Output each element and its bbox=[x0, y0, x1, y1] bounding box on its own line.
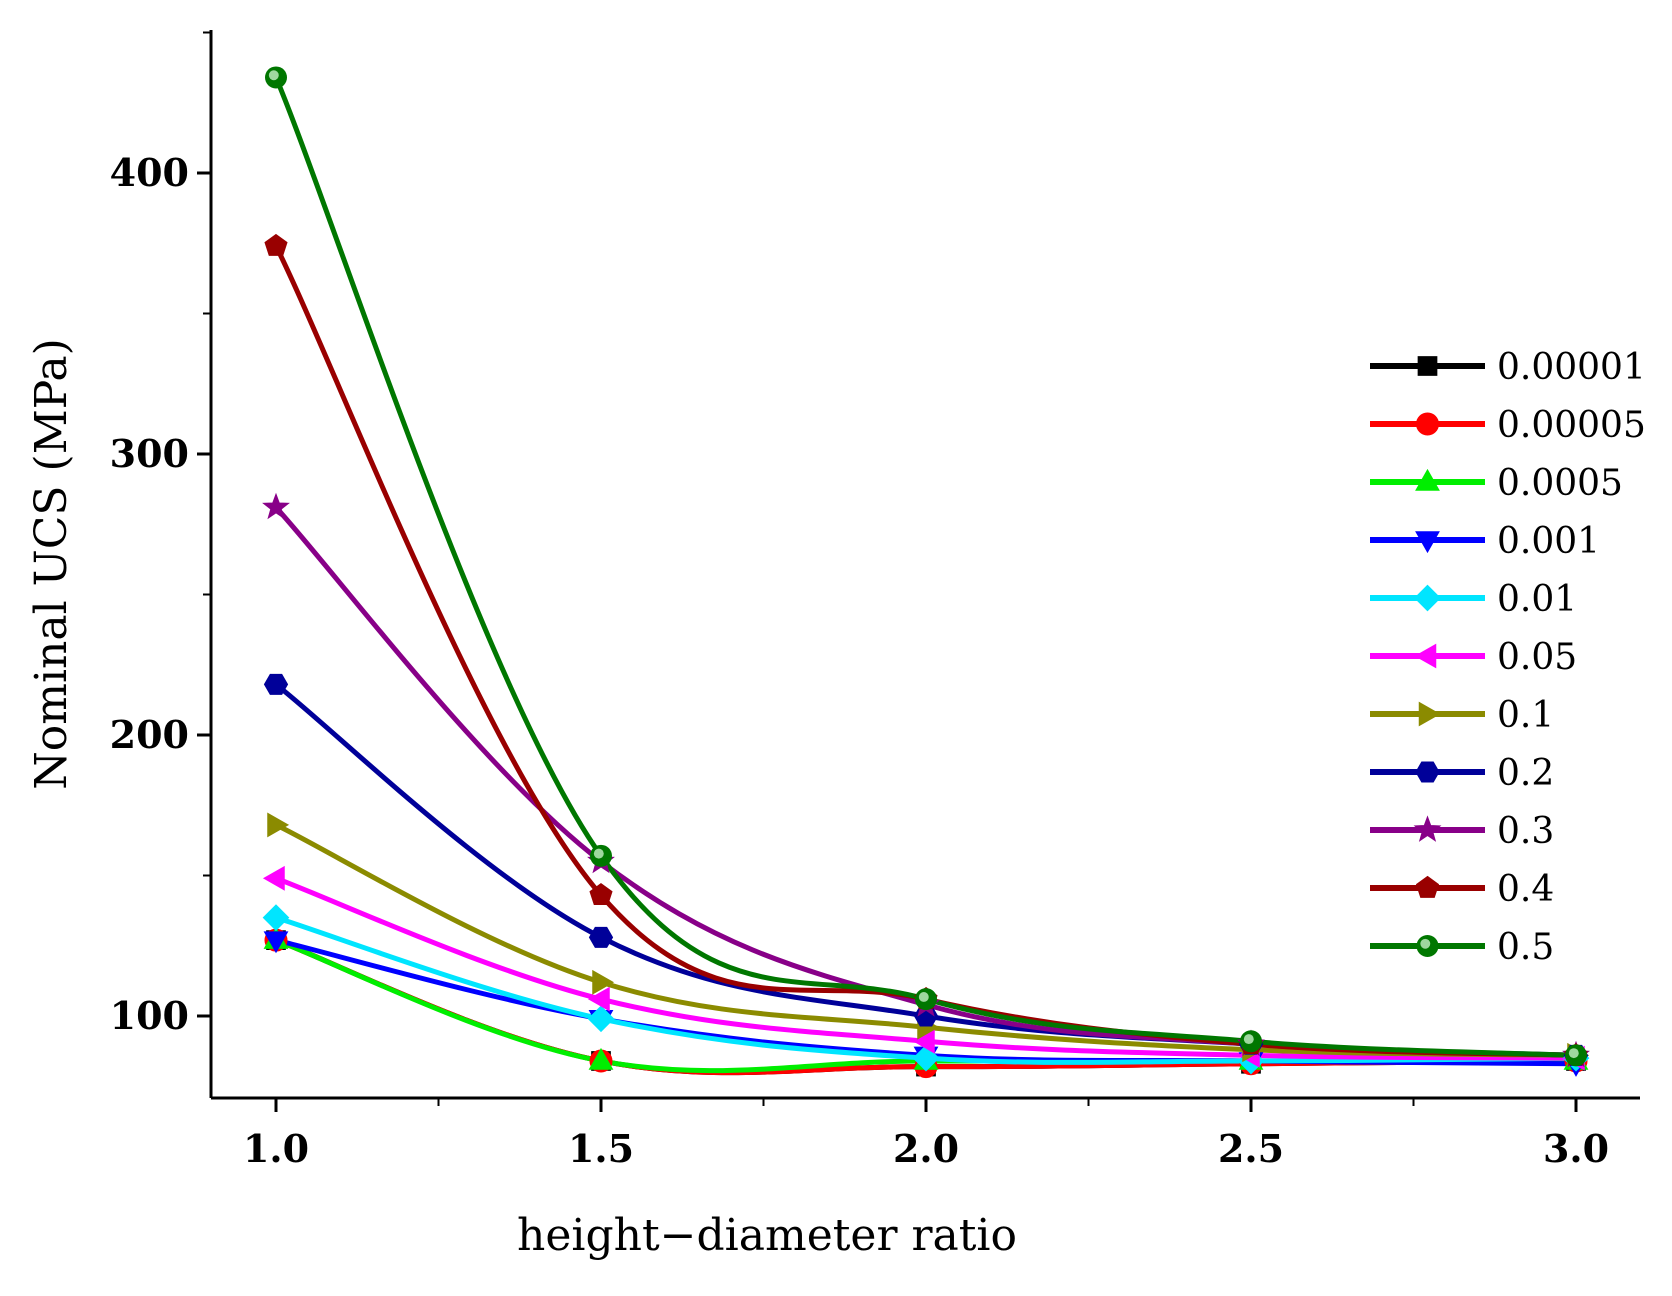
x-axis-title: height−diameter ratio bbox=[517, 1210, 1017, 1261]
legend-label: 0.5 bbox=[1497, 927, 1554, 968]
data-point bbox=[262, 904, 290, 932]
legend-item: 0.001 bbox=[1370, 521, 1600, 562]
legend-item: 0.4 bbox=[1370, 869, 1554, 910]
legend-item: 0.05 bbox=[1370, 637, 1577, 678]
x-tick-label: 2.5 bbox=[1218, 1126, 1284, 1171]
data-point bbox=[915, 988, 937, 1011]
data-point bbox=[264, 233, 288, 256]
legend-label: 0.00005 bbox=[1497, 405, 1646, 446]
data-point bbox=[912, 1044, 940, 1072]
legend-label: 0.00001 bbox=[1497, 347, 1646, 388]
data-point bbox=[263, 931, 289, 954]
legend-label: 0.001 bbox=[1497, 521, 1600, 562]
legend-marker bbox=[1414, 643, 1437, 669]
legend-label: 0.4 bbox=[1497, 869, 1554, 910]
legend-marker bbox=[1417, 356, 1438, 376]
series-markers bbox=[262, 66, 1590, 1079]
data-point bbox=[263, 673, 289, 695]
legend-item: 0.1 bbox=[1370, 695, 1554, 736]
legend-label: 0.3 bbox=[1497, 811, 1554, 852]
x-tick-label: 1.0 bbox=[243, 1126, 309, 1171]
legend-marker bbox=[1418, 701, 1441, 727]
y-axis-title: Nominal UCS (MPa) bbox=[26, 338, 77, 790]
series-line-0.5 bbox=[273, 76, 1577, 1058]
data-point bbox=[1565, 1044, 1587, 1067]
legend: 0.00001 0.00005 0.0005 0.001 0.01 0.05 0.1 0.2 0… bbox=[1370, 347, 1646, 968]
y-tick-label: 400 bbox=[110, 150, 189, 195]
x-tick-label: 3.0 bbox=[1543, 1126, 1609, 1171]
legend-item: 0.00001 bbox=[1370, 347, 1646, 388]
y-tick-label: 300 bbox=[110, 431, 189, 476]
series-lines bbox=[273, 76, 1577, 1076]
legend-marker bbox=[1413, 815, 1442, 842]
data-point bbox=[267, 812, 290, 838]
legend-label: 0.2 bbox=[1497, 753, 1554, 794]
legend-item: 0.2 bbox=[1370, 753, 1554, 794]
data-point bbox=[262, 492, 290, 520]
x-tick-label: 2.0 bbox=[893, 1126, 959, 1171]
data-point bbox=[265, 66, 287, 89]
data-point bbox=[590, 844, 612, 867]
legend-marker bbox=[1416, 935, 1439, 957]
x-ticks: 1.0 1.5 2.0 2.5 3.0 bbox=[243, 1098, 1609, 1171]
legend-marker bbox=[1415, 468, 1440, 491]
y-ticks: 100 200 300 400 bbox=[110, 31, 211, 1038]
legend-marker bbox=[1415, 875, 1440, 898]
legend-item: 0.5 bbox=[1370, 927, 1554, 968]
data-point bbox=[588, 1047, 614, 1070]
data-point bbox=[587, 1005, 615, 1033]
legend-label: 0.01 bbox=[1497, 579, 1577, 620]
y-tick-label: 100 bbox=[110, 993, 189, 1038]
legend-item: 0.00005 bbox=[1370, 405, 1646, 446]
legend-item: 0.0005 bbox=[1370, 463, 1623, 504]
legend-item: 0.3 bbox=[1370, 811, 1554, 852]
data-point bbox=[1240, 1030, 1262, 1053]
data-point bbox=[592, 969, 615, 995]
legend-label: 0.1 bbox=[1497, 695, 1554, 736]
data-point bbox=[587, 986, 610, 1012]
data-point bbox=[589, 883, 613, 906]
data-point bbox=[588, 926, 614, 948]
data-point bbox=[262, 865, 285, 891]
legend-marker bbox=[1415, 531, 1440, 554]
legend-marker bbox=[1416, 412, 1439, 436]
series-line-0.4 bbox=[273, 244, 1577, 1058]
legend-marker bbox=[1415, 761, 1440, 783]
legend-label: 0.0005 bbox=[1497, 463, 1623, 504]
legend-marker bbox=[1414, 584, 1441, 612]
x-tick-label: 1.5 bbox=[568, 1126, 634, 1171]
legend-item: 0.01 bbox=[1370, 579, 1577, 620]
y-tick-label: 200 bbox=[110, 712, 189, 757]
legend-label: 0.05 bbox=[1497, 637, 1577, 678]
